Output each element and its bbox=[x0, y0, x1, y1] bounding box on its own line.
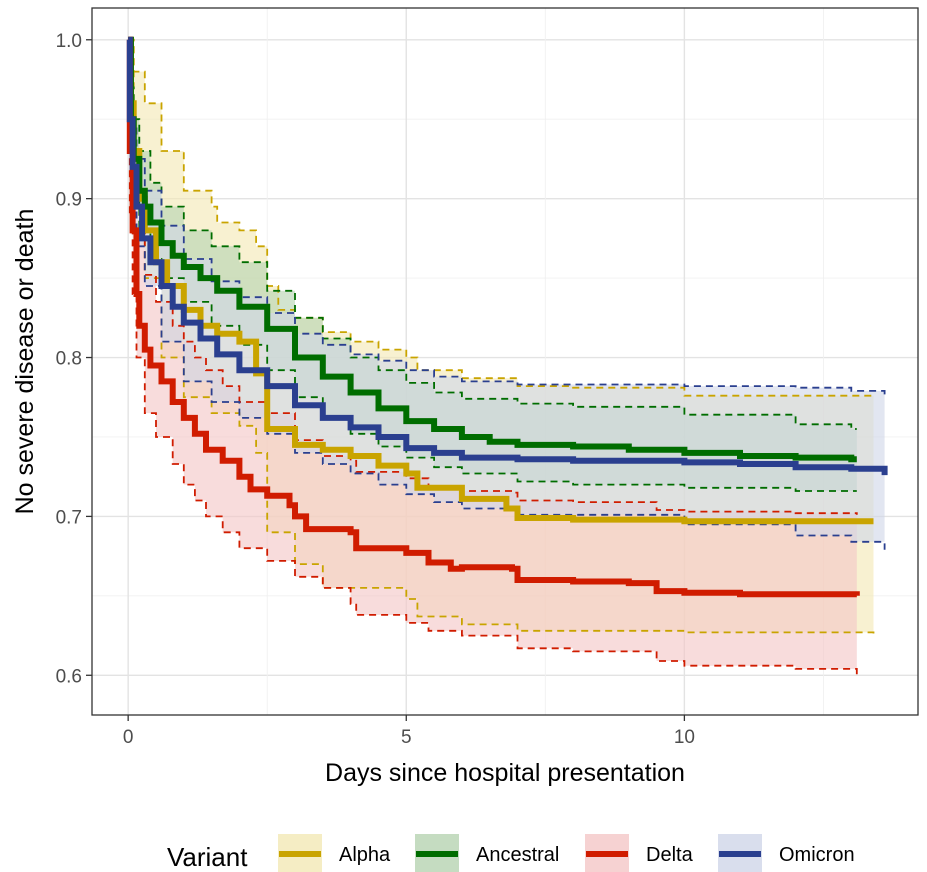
y-axis-title: No severe disease or death bbox=[11, 209, 39, 515]
y-tick-label: 1.0 bbox=[56, 31, 82, 52]
legend: Variant Alpha Ancestral Delta Omicron bbox=[167, 834, 855, 872]
axis-ticks: 0.6 0.7 0.8 0.9 1.0 0 5 10 bbox=[56, 31, 695, 748]
ancestral-lower-bound bbox=[128, 38, 857, 492]
x-tick-label: 5 bbox=[401, 727, 412, 748]
x-tick-label: 10 bbox=[674, 727, 695, 748]
legend-label-alpha: Alpha bbox=[339, 844, 391, 866]
omicron-confidence-band bbox=[128, 39, 885, 550]
confidence-bound-layer bbox=[128, 38, 886, 676]
omicron-upper-bound bbox=[128, 38, 886, 396]
ancestral-upper-bound bbox=[128, 38, 857, 430]
legend-label-delta: Delta bbox=[646, 844, 694, 866]
y-tick-label: 0.6 bbox=[56, 666, 82, 687]
x-tick-label: 0 bbox=[123, 727, 134, 748]
delta-confidence-band bbox=[128, 39, 857, 676]
confidence-band-layer bbox=[128, 39, 885, 676]
ancestral-survival-curve bbox=[127, 36, 857, 463]
omicron-survival-curve bbox=[126, 36, 888, 476]
legend-label-omicron: Omicron bbox=[779, 844, 855, 866]
y-tick-label: 0.7 bbox=[56, 507, 82, 528]
y-tick-label: 0.9 bbox=[56, 190, 82, 211]
y-tick-label: 0.8 bbox=[56, 349, 82, 370]
survival-curve-layer bbox=[126, 36, 888, 598]
legend-title: Variant bbox=[167, 842, 248, 872]
legend-label-ancestral: Ancestral bbox=[476, 844, 559, 866]
panel-border bbox=[91, 7, 919, 716]
delta-survival-curve bbox=[126, 36, 860, 598]
omicron-lower-bound bbox=[128, 38, 886, 550]
delta-lower-bound bbox=[128, 38, 858, 676]
x-axis-title: Days since hospital presentation bbox=[325, 759, 685, 787]
